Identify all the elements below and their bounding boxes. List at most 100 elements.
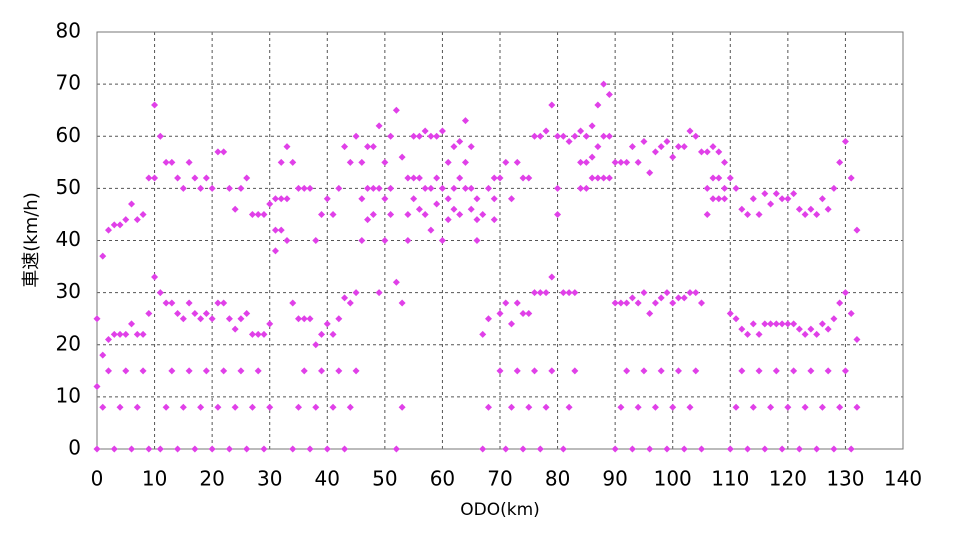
- point: [202, 367, 210, 375]
- point: [202, 174, 210, 182]
- point: [254, 330, 262, 338]
- point: [225, 315, 233, 323]
- point: [375, 289, 383, 297]
- point: [220, 148, 228, 156]
- point: [248, 210, 256, 218]
- point: [508, 403, 516, 411]
- point: [243, 309, 251, 317]
- point: [433, 132, 441, 140]
- point: [254, 210, 262, 218]
- point: [634, 403, 642, 411]
- point: [122, 367, 130, 375]
- point: [548, 101, 556, 109]
- point: [709, 195, 717, 203]
- point: [496, 174, 504, 182]
- point: [813, 445, 821, 453]
- point: [490, 216, 498, 224]
- point: [185, 158, 193, 166]
- point: [277, 226, 285, 234]
- point: [525, 403, 533, 411]
- point: [237, 184, 245, 192]
- point: [502, 299, 510, 307]
- point: [162, 299, 170, 307]
- point: [404, 237, 412, 244]
- point: [594, 143, 602, 151]
- point: [168, 158, 176, 166]
- point: [456, 137, 464, 145]
- point: [266, 320, 274, 328]
- point: [352, 132, 360, 140]
- point: [369, 184, 377, 192]
- point: [605, 132, 613, 140]
- point: [352, 289, 360, 297]
- point: [554, 210, 562, 218]
- point: [358, 158, 366, 166]
- x-tick-label: 90: [602, 467, 627, 491]
- point: [542, 127, 550, 135]
- point: [197, 184, 205, 192]
- point: [174, 174, 182, 182]
- point: [93, 382, 101, 390]
- point: [168, 299, 176, 307]
- point: [698, 445, 705, 453]
- point: [732, 315, 740, 323]
- point: [640, 289, 648, 297]
- point: [346, 299, 354, 307]
- point: [99, 351, 107, 359]
- point: [467, 143, 475, 151]
- point: [582, 184, 590, 192]
- point: [824, 205, 832, 213]
- point: [847, 445, 855, 453]
- y-axis-label: 車速(km/h): [21, 192, 42, 287]
- point: [634, 299, 642, 307]
- point: [283, 237, 291, 244]
- point: [289, 299, 297, 307]
- point: [433, 200, 441, 208]
- point: [364, 184, 372, 192]
- point: [151, 273, 159, 281]
- point: [818, 195, 826, 203]
- point: [473, 216, 481, 224]
- point: [669, 153, 677, 161]
- point: [179, 184, 187, 192]
- point: [105, 226, 113, 234]
- point: [508, 195, 516, 203]
- point: [795, 205, 803, 213]
- point: [139, 210, 147, 218]
- point: [807, 325, 815, 333]
- point: [139, 330, 147, 338]
- point: [479, 210, 487, 218]
- point: [548, 273, 556, 281]
- point: [208, 445, 216, 453]
- point: [686, 403, 694, 411]
- point: [605, 91, 613, 99]
- point: [312, 403, 320, 411]
- point: [536, 289, 544, 297]
- point: [266, 200, 274, 208]
- point: [450, 205, 458, 213]
- point: [479, 445, 487, 453]
- point: [110, 330, 118, 338]
- point: [813, 330, 821, 338]
- point: [237, 367, 245, 375]
- point: [277, 195, 285, 203]
- point: [680, 143, 688, 151]
- point: [611, 299, 619, 307]
- point: [686, 289, 694, 297]
- point: [755, 210, 763, 218]
- point: [427, 226, 435, 234]
- point: [404, 174, 412, 182]
- point: [715, 148, 723, 156]
- x-tick-label: 80: [545, 467, 570, 491]
- point: [513, 299, 521, 307]
- point: [346, 403, 354, 411]
- point: [364, 143, 372, 151]
- point: [128, 445, 136, 453]
- point: [410, 174, 418, 182]
- point: [772, 190, 780, 198]
- point: [600, 174, 608, 182]
- point: [271, 195, 279, 203]
- point: [444, 216, 452, 224]
- point: [128, 200, 136, 208]
